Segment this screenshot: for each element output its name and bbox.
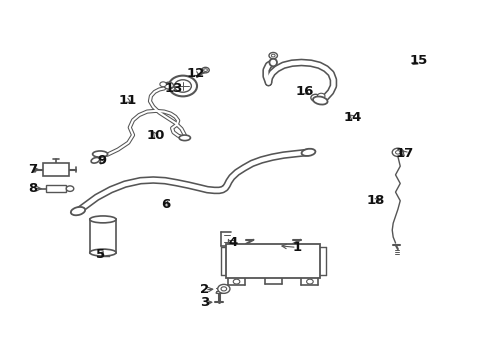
- Circle shape: [169, 76, 197, 96]
- Text: 12: 12: [187, 67, 205, 80]
- Circle shape: [395, 150, 400, 154]
- Bar: [90, 219, 116, 253]
- Circle shape: [318, 93, 325, 99]
- Circle shape: [202, 67, 209, 73]
- Ellipse shape: [91, 157, 99, 163]
- Circle shape: [218, 284, 230, 293]
- Circle shape: [269, 53, 277, 59]
- Bar: [46, 185, 66, 192]
- Text: 8: 8: [28, 182, 37, 195]
- Circle shape: [233, 279, 240, 284]
- Ellipse shape: [90, 249, 116, 256]
- Circle shape: [66, 186, 74, 192]
- Circle shape: [311, 94, 320, 101]
- Circle shape: [307, 279, 313, 284]
- Circle shape: [164, 82, 173, 89]
- Circle shape: [221, 287, 227, 291]
- Text: 1: 1: [292, 241, 301, 254]
- Text: 16: 16: [296, 85, 315, 98]
- Circle shape: [204, 69, 207, 72]
- Text: 10: 10: [147, 129, 165, 141]
- Text: 13: 13: [164, 82, 183, 95]
- Ellipse shape: [90, 216, 116, 223]
- Circle shape: [174, 80, 192, 92]
- Text: 11: 11: [118, 94, 137, 107]
- Text: 18: 18: [367, 194, 385, 207]
- Circle shape: [160, 82, 167, 87]
- Text: 14: 14: [344, 111, 363, 124]
- Ellipse shape: [313, 96, 327, 104]
- Text: 6: 6: [161, 198, 171, 211]
- Ellipse shape: [301, 149, 316, 156]
- Ellipse shape: [93, 151, 108, 157]
- Text: 3: 3: [200, 296, 210, 309]
- Circle shape: [271, 54, 275, 57]
- Bar: [226, 244, 320, 279]
- Text: 9: 9: [97, 154, 106, 167]
- Ellipse shape: [179, 135, 191, 141]
- Text: 17: 17: [396, 147, 414, 159]
- Circle shape: [392, 148, 404, 157]
- Text: 15: 15: [410, 54, 428, 67]
- Text: 5: 5: [96, 248, 105, 261]
- Text: 2: 2: [200, 283, 210, 296]
- Text: 4: 4: [229, 236, 238, 249]
- Ellipse shape: [71, 207, 85, 215]
- Bar: [43, 163, 69, 176]
- Ellipse shape: [270, 59, 277, 66]
- Text: 7: 7: [28, 163, 37, 176]
